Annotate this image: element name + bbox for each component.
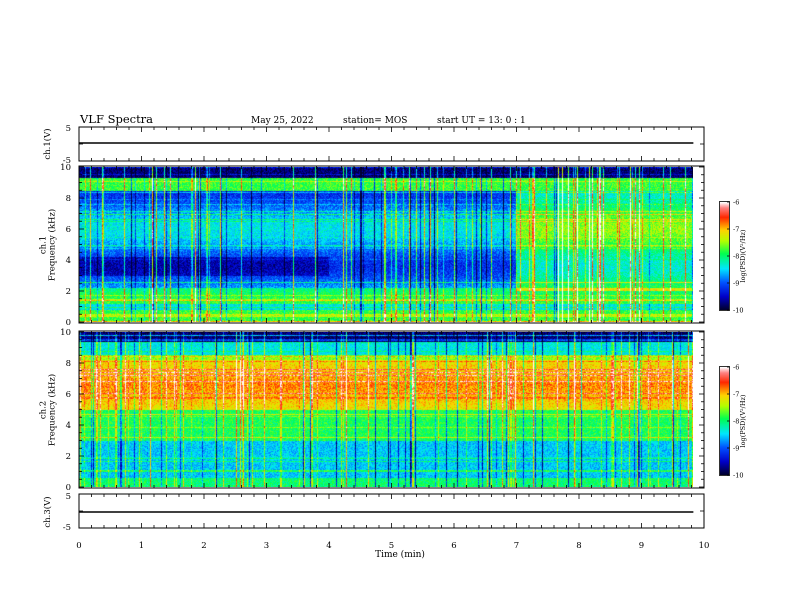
colorbar-tick-label: -9 bbox=[733, 280, 739, 288]
frequency-tick-label: 8 bbox=[66, 194, 71, 204]
frequency-tick-label: 6 bbox=[66, 390, 71, 400]
ch2-frequency-ticklabels: 0 2 4 6 8 10 bbox=[60, 328, 71, 493]
colorbar-tick-label: -10 bbox=[733, 307, 743, 315]
ch3-ytick-top: 5 bbox=[66, 492, 71, 502]
ch1-frequency-ticklabels: 0 2 4 6 8 10 bbox=[60, 163, 71, 328]
date-label: May 25, 2022 bbox=[251, 116, 314, 126]
ylabel-line: Frequency (kHz) bbox=[47, 209, 58, 281]
ch2-colorbar-label: log(PSD)(V²/Hz) bbox=[739, 394, 747, 447]
colorbar-tick-label: -8 bbox=[733, 253, 739, 261]
ch1-ytick-bottom: -5 bbox=[63, 156, 71, 166]
time-axis-label: Time (min) bbox=[375, 549, 425, 560]
ylabel-line: ch.1 bbox=[38, 236, 48, 254]
ch2-spectrogram-image bbox=[79, 332, 693, 487]
ch2-colorbar bbox=[720, 367, 729, 475]
frequency-tick-label: 2 bbox=[66, 287, 71, 297]
ch2-spectrogram-ylabel: ch.2Frequency (kHz) bbox=[38, 374, 57, 446]
frequency-tick-label: 8 bbox=[66, 359, 71, 369]
ch1-ytick-top: 5 bbox=[66, 124, 71, 134]
ch1-colorbar bbox=[720, 202, 729, 310]
time-tick-label: 10 bbox=[699, 541, 710, 551]
ch1-spectrogram-ylabel: ch.1Frequency (kHz) bbox=[38, 209, 57, 281]
frequency-tick-label: 4 bbox=[66, 421, 71, 431]
ch1-colorbar-ticklabels: -6 -7 -8 -9 -10 bbox=[733, 199, 743, 315]
figure-title: VLF Spectra bbox=[79, 112, 153, 126]
ylabel-line: ch.2 bbox=[38, 401, 48, 419]
axis-ticks bbox=[78, 126, 730, 529]
time-tick-label: 1 bbox=[139, 541, 144, 551]
frequency-tick-label: 6 bbox=[66, 225, 71, 235]
frequency-tick-label: 2 bbox=[66, 452, 71, 462]
station-label: station= MOS bbox=[343, 116, 407, 126]
time-tick-label: 4 bbox=[326, 541, 331, 551]
time-tick-label: 2 bbox=[201, 541, 206, 551]
time-tick-label: 7 bbox=[514, 541, 519, 551]
colorbar-tick-label: -7 bbox=[733, 226, 739, 234]
frequency-tick-label: 10 bbox=[60, 163, 71, 173]
time-tick-label: 3 bbox=[264, 541, 269, 551]
time-tick-label: 0 bbox=[76, 541, 81, 551]
ylabel-line: Frequency (kHz) bbox=[47, 374, 58, 446]
ch1-waveform-frame bbox=[78, 126, 705, 162]
time-axis-ticklabels: 0 1 2 3 4 5 6 7 8 9 10 bbox=[76, 541, 709, 551]
time-tick-label: 5 bbox=[389, 541, 394, 551]
ch1-colorbar-label: log(PSD)(V²/Hz) bbox=[739, 229, 747, 282]
colorbar-tick-label: -8 bbox=[733, 418, 739, 426]
ch1-waveform-ylabel: ch.1(V) bbox=[42, 128, 53, 159]
time-tick-label: 8 bbox=[576, 541, 581, 551]
colorbar-tick-label: -6 bbox=[733, 364, 739, 372]
ch3-waveform-ylabel: ch.3(V) bbox=[42, 496, 53, 527]
colorbar-tick-label: -7 bbox=[733, 391, 739, 399]
colorbar-tick-label: -6 bbox=[733, 199, 739, 207]
colorbar-tick-label: -9 bbox=[733, 445, 739, 453]
frequency-tick-label: 4 bbox=[66, 256, 71, 266]
start-time-label: start UT = 13: 0 : 1 bbox=[437, 116, 526, 126]
ch1-spectrogram-image bbox=[79, 167, 693, 322]
frequency-tick-label: 0 bbox=[66, 318, 71, 328]
frequency-tick-label: 10 bbox=[60, 328, 71, 338]
ch3-ytick-bottom: -5 bbox=[63, 523, 71, 533]
ch3-waveform-frame bbox=[78, 493, 705, 529]
time-tick-label: 6 bbox=[451, 541, 456, 551]
colorbar-tick-label: -10 bbox=[733, 472, 743, 480]
frequency-tick-label: 0 bbox=[66, 483, 71, 493]
ch2-colorbar-ticklabels: -6 -7 -8 -9 -10 bbox=[733, 364, 743, 480]
time-tick-label: 9 bbox=[639, 541, 644, 551]
